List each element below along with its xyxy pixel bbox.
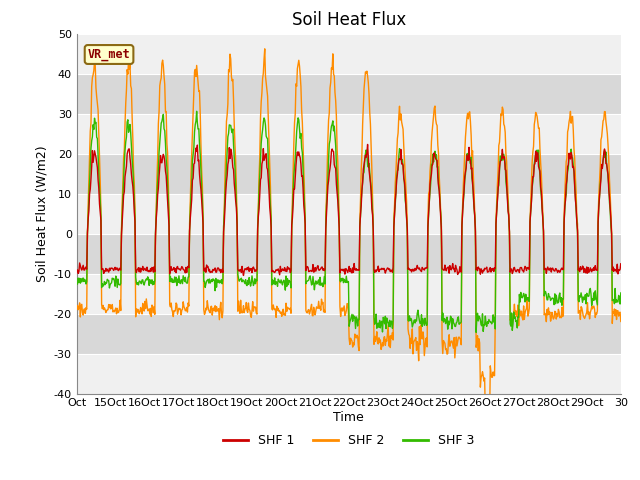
Text: VR_met: VR_met	[88, 48, 131, 61]
Legend: SHF 1, SHF 2, SHF 3: SHF 1, SHF 2, SHF 3	[218, 429, 479, 452]
Bar	[77, 193, 621, 234]
Bar	[77, 73, 621, 114]
Y-axis label: Soil Heat Flux (W/m2): Soil Heat Flux (W/m2)	[35, 145, 48, 282]
Bar	[77, 154, 621, 193]
Bar	[77, 313, 621, 354]
Bar	[77, 274, 621, 313]
Bar	[77, 354, 621, 394]
Bar	[77, 114, 621, 154]
Bar	[77, 34, 621, 73]
Title: Soil Heat Flux: Soil Heat Flux	[292, 11, 406, 29]
Bar	[77, 234, 621, 274]
X-axis label: Time: Time	[333, 411, 364, 424]
